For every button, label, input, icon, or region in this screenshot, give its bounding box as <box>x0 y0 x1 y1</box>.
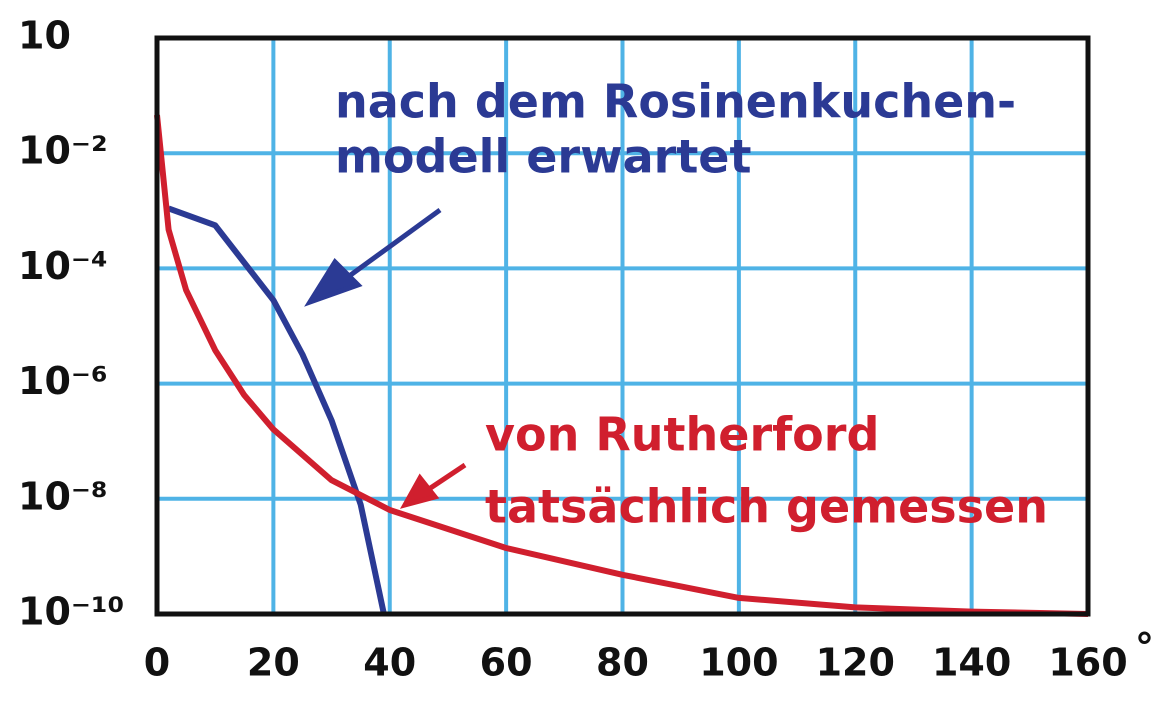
y-tick-label: 10⁻⁶ <box>18 359 108 403</box>
red-arrow <box>399 462 467 509</box>
x-tick-label: 160 <box>1048 641 1127 685</box>
x-tick-label: 0 <box>144 641 170 685</box>
y-tick-label: 10⁻⁸ <box>18 474 108 518</box>
series-annotation: von Rutherford <box>485 408 879 462</box>
x-tick-label: 100 <box>699 641 778 685</box>
lines <box>154 114 1089 617</box>
y-tick-label: 10 <box>18 14 71 58</box>
labels: 10 10⁻² 10⁻⁴ 10⁻⁶ 10⁻⁸ 10⁻¹⁰ 0 20 40 60 80 100 120 14… <box>18 14 1154 685</box>
series-annotation: nach dem Rosinenkuchen- <box>335 75 1016 129</box>
blue-arrow <box>304 207 442 307</box>
x-tick-label: 40 <box>363 641 416 685</box>
x-unit: ° <box>1135 626 1154 670</box>
plot-frame <box>154 35 1091 617</box>
x-tick-label: 140 <box>932 641 1011 685</box>
y-tick-label: 10⁻¹⁰ <box>18 590 124 634</box>
series-annotation: modell erwartet <box>335 130 752 184</box>
x-tick-label: 20 <box>247 641 300 685</box>
x-tick-label: 80 <box>596 641 649 685</box>
y-tick-label: 10⁻⁴ <box>18 244 108 288</box>
y-tick-label: 10⁻² <box>18 129 108 173</box>
series-annotation: tatsächlich gemessen <box>485 480 1048 534</box>
x-tick-label: 120 <box>816 641 895 685</box>
series-line <box>167 205 387 615</box>
series-line <box>154 114 1089 617</box>
x-tick-label: 60 <box>480 641 533 685</box>
